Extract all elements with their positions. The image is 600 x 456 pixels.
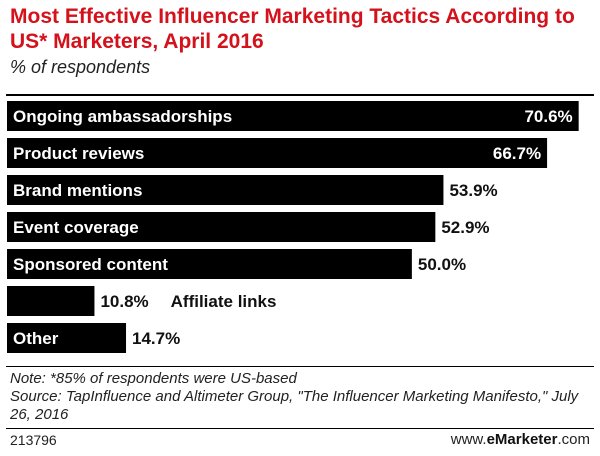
bar-category-label: Affiliate links	[171, 292, 277, 311]
bar	[7, 286, 95, 316]
bar-category-label: Ongoing ambassadorships	[13, 107, 232, 126]
bar-chart: Ongoing ambassadorships 70.6% Product revi…	[7, 101, 579, 353]
bar-category-label: Product reviews	[13, 144, 144, 163]
bar-value-label: 53.9%	[449, 181, 497, 200]
bar	[7, 212, 436, 242]
bar-value-label: 10.8%	[100, 292, 148, 311]
top-rule	[6, 94, 594, 96]
bar	[7, 175, 444, 205]
note-text: Note: *85% of respondents were US-based	[10, 370, 297, 387]
chart-title: Most Effective Influencer Marketing Tact…	[10, 5, 575, 53]
bar	[7, 101, 579, 131]
chart-id: 213796	[10, 432, 57, 448]
bar-category-label: Other	[13, 329, 59, 348]
bar	[7, 249, 412, 279]
bar-value-label: 14.7%	[132, 329, 180, 348]
source-text: Source: TapInfluence and Altimeter Group…	[10, 388, 579, 423]
bar-category-label: Sponsored content	[13, 255, 168, 274]
brand-prefix: www.	[450, 431, 487, 448]
bar-value-label: 70.6%	[524, 107, 572, 126]
brand-name: eMarketer	[486, 431, 558, 448]
brand-link[interactable]: www.eMarketer.com	[451, 431, 590, 448]
bar-category-label: Brand mentions	[13, 181, 142, 200]
bar-category-label: Event coverage	[13, 218, 139, 237]
footnote: Note: *85% of respondents were US-based …	[10, 370, 590, 424]
bar	[7, 138, 548, 168]
bar-value-label: 66.7%	[493, 144, 541, 163]
footer-rule	[6, 428, 594, 429]
bar	[7, 323, 127, 353]
bottom-rule	[6, 366, 594, 367]
chart-subtitle: % of respondents	[10, 57, 151, 77]
bar-value-label: 50.0%	[418, 255, 466, 274]
brand-suffix: .com	[557, 431, 590, 448]
bar-value-label: 52.9%	[441, 218, 489, 237]
